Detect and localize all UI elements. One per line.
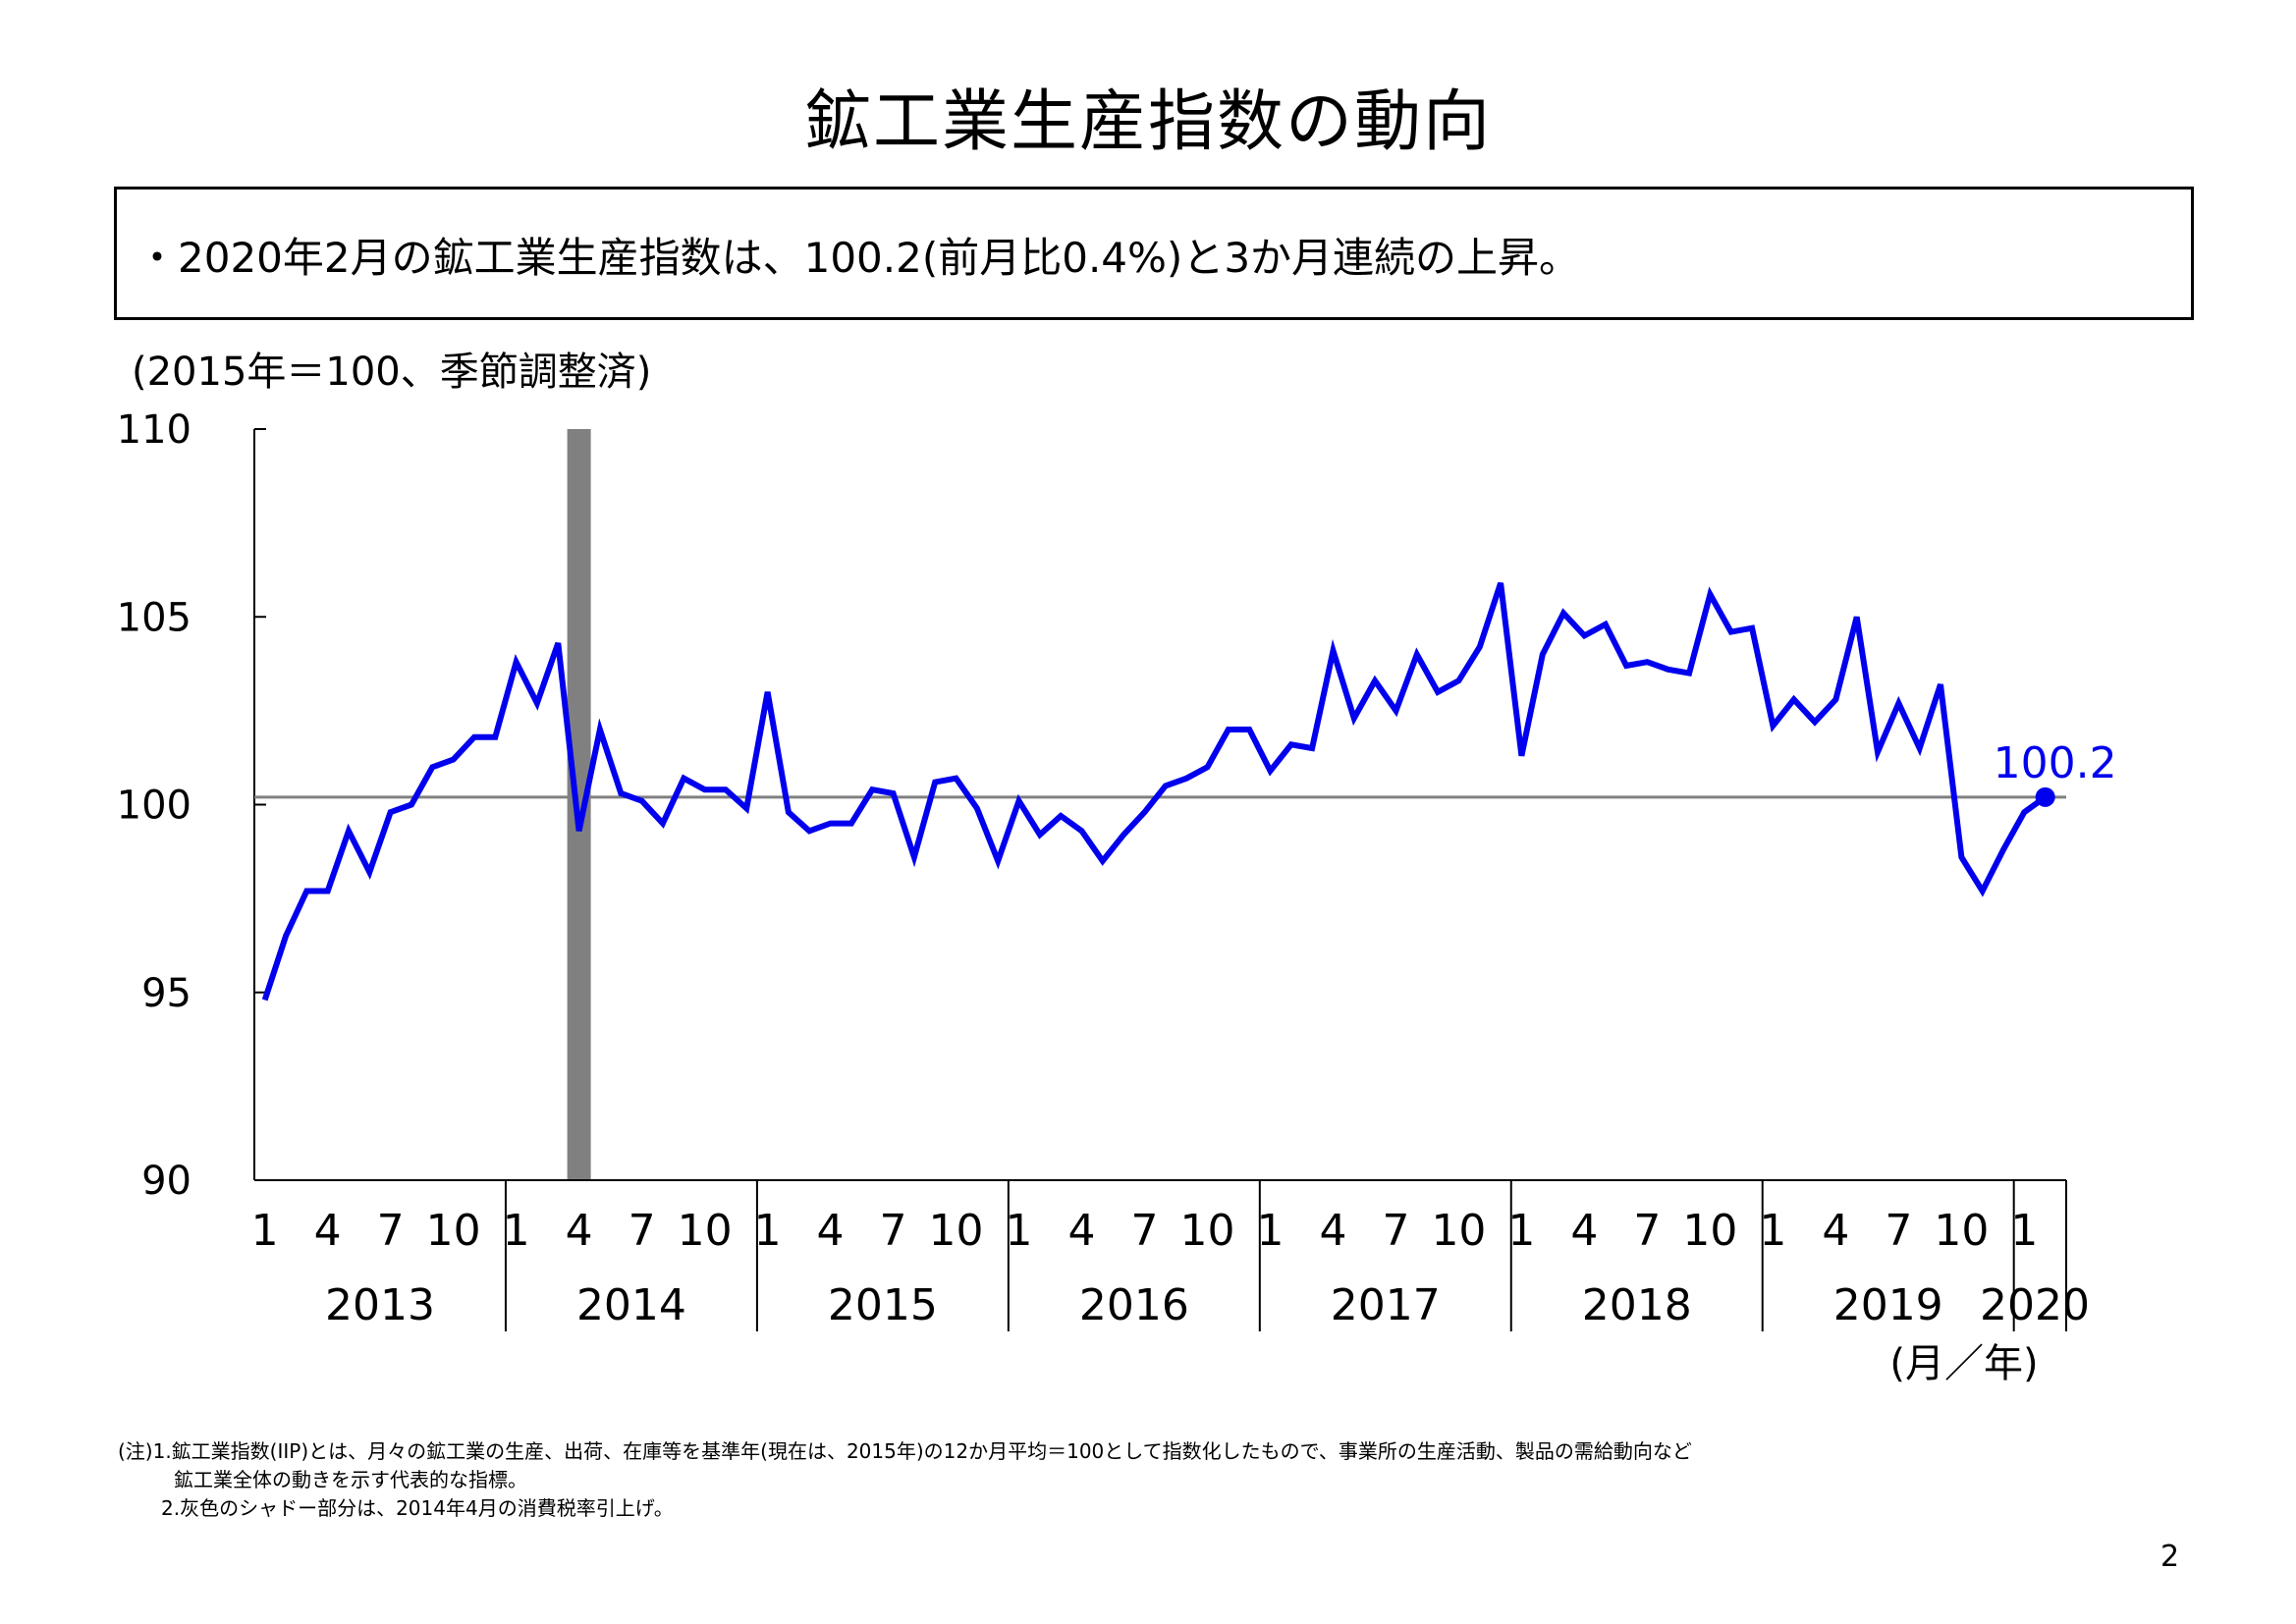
y-tick-label: 90 bbox=[141, 1159, 191, 1204]
page-title: 鉱工業生産指数の動向 bbox=[803, 83, 1492, 161]
x-month-label: 1 bbox=[503, 1206, 530, 1256]
y-tick-label: 100 bbox=[117, 784, 191, 829]
x-month-label: 7 bbox=[1382, 1206, 1409, 1256]
x-month-label: 10 bbox=[426, 1206, 481, 1256]
x-year-label: 2016 bbox=[1079, 1280, 1189, 1330]
x-year-label: 2019 bbox=[1833, 1280, 1943, 1330]
x-year-label: 2020 bbox=[1980, 1280, 2090, 1330]
summary-box: ・2020年2月の鉱工業生産指数は、100.2(前月比0.4%)と3か月連続の上… bbox=[114, 187, 2194, 320]
x-month-label: 1 bbox=[2010, 1206, 2038, 1256]
y-tick-label: 105 bbox=[117, 595, 191, 640]
x-month-label: 10 bbox=[1179, 1206, 1234, 1256]
x-year-label: 2015 bbox=[828, 1280, 938, 1330]
x-month-label: 4 bbox=[1822, 1206, 1849, 1256]
x-month-label: 4 bbox=[1068, 1206, 1096, 1256]
x-month-label: 10 bbox=[1934, 1206, 1989, 1256]
x-year-label: 2017 bbox=[1331, 1280, 1441, 1330]
series-line bbox=[261, 581, 2048, 1001]
x-month-label: 4 bbox=[817, 1206, 845, 1256]
x-year-label: 2013 bbox=[325, 1280, 435, 1330]
x-month-label: 10 bbox=[929, 1206, 984, 1256]
x-month-label: 1 bbox=[1006, 1206, 1033, 1256]
x-month-label: 1 bbox=[1256, 1206, 1284, 1256]
notes: (注)1.鉱工業指数(IIP)とは、月々の鉱工業の生産、出荷、在庫等を基準年(現… bbox=[118, 1437, 1692, 1523]
x-month-label: 4 bbox=[1570, 1206, 1598, 1256]
x-year-label: 2018 bbox=[1582, 1280, 1692, 1330]
note-line-3: 2.灰色のシャドー部分は、2014年4月の消費税率引上げ。 bbox=[161, 1496, 674, 1520]
x-month-label: 10 bbox=[1682, 1206, 1737, 1256]
y-tick-label: 110 bbox=[117, 407, 191, 453]
x-month-label: 7 bbox=[1885, 1206, 1912, 1256]
x-month-label: 7 bbox=[1131, 1206, 1159, 1256]
x-month-label: 7 bbox=[629, 1206, 656, 1256]
x-month-label: 1 bbox=[251, 1206, 279, 1256]
last-point-marker bbox=[2035, 786, 2055, 807]
y-tick-label: 95 bbox=[141, 971, 191, 1016]
summary-text: ・2020年2月の鉱工業生産指数は、100.2(前月比0.4%)と3か月連続の上… bbox=[137, 234, 1581, 282]
x-month-label: 4 bbox=[314, 1206, 342, 1256]
x-month-label: 7 bbox=[880, 1206, 907, 1256]
x-month-label: 1 bbox=[1507, 1206, 1535, 1256]
note-line-1: (注)1.鉱工業指数(IIP)とは、月々の鉱工業の生産、出荷、在庫等を基準年(現… bbox=[118, 1439, 1692, 1463]
x-year-label: 2014 bbox=[576, 1280, 686, 1330]
x-month-label: 1 bbox=[1759, 1206, 1786, 1256]
x-month-label: 4 bbox=[1319, 1206, 1346, 1256]
x-month-label: 10 bbox=[1431, 1206, 1486, 1256]
x-month-label: 4 bbox=[566, 1206, 593, 1256]
x-month-label: 7 bbox=[377, 1206, 405, 1256]
note-line-2: 鉱工業全体の動きを示す代表的な指標。 bbox=[174, 1468, 527, 1491]
x-month-label: 1 bbox=[754, 1206, 782, 1256]
unit-note: (2015年＝100、季節調整済) bbox=[132, 350, 651, 395]
last-value-label: 100.2 bbox=[1994, 738, 2117, 788]
x-month-label: 10 bbox=[678, 1206, 733, 1256]
page-number: 2 bbox=[2160, 1540, 2180, 1574]
x-unit-label: (月／年) bbox=[1889, 1341, 2038, 1386]
x-month-label: 7 bbox=[1633, 1206, 1661, 1256]
